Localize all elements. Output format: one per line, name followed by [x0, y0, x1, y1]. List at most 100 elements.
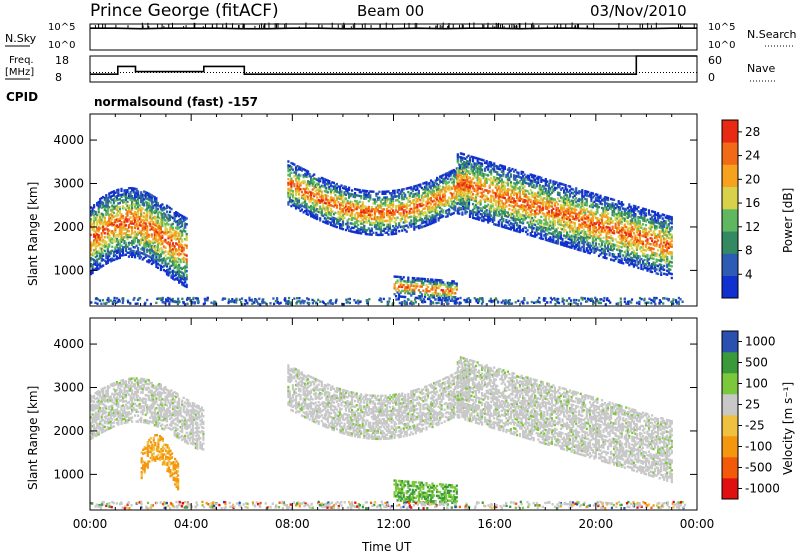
- heatmap-cell: [348, 210, 351, 213]
- heatmap-cell: [140, 232, 143, 235]
- heatmap-cell: [171, 244, 175, 247]
- heatmap-cell: [158, 255, 161, 259]
- heatmap-cell: [325, 194, 328, 197]
- heatmap-cell: [334, 223, 337, 226]
- heatmap-cell: [300, 167, 304, 170]
- heatmap-cell: [334, 190, 337, 193]
- heatmap-cell: [308, 200, 311, 203]
- heatmap-cell: [126, 189, 129, 192]
- heatmap-cell: [561, 187, 564, 190]
- heatmap-cell: [526, 221, 529, 224]
- heatmap-cell: [153, 209, 156, 213]
- nsky-strip: N.Sky 10^5 10^0 10^5 10^0 N.Search: [5, 22, 797, 51]
- heatmap-cell: [152, 257, 155, 261]
- heatmap-cell: [404, 295, 407, 299]
- heatmap-cell: [287, 203, 290, 206]
- heatmap-cell: [108, 192, 111, 195]
- heatmap-cell: [572, 188, 575, 191]
- heatmap-cell: [299, 166, 302, 169]
- heatmap-cell: [181, 257, 184, 261]
- heatmap-cell: [134, 195, 137, 198]
- heatmap-cell: [291, 203, 294, 207]
- heatmap-cell: [141, 226, 144, 230]
- heatmap-cell: [149, 224, 152, 228]
- heatmap-cell: [436, 210, 439, 213]
- heatmap-cell: [294, 179, 298, 183]
- heatmap-cell: [150, 200, 153, 203]
- heatmap-cell: [310, 193, 313, 196]
- heatmap-cell: [159, 229, 162, 232]
- heatmap-cell: [184, 224, 187, 227]
- heatmap-cell: [305, 202, 308, 206]
- heatmap-cell: [532, 184, 535, 187]
- heatmap-cell: [307, 209, 310, 212]
- heatmap-cell: [442, 209, 445, 212]
- heatmap-cell: [99, 264, 102, 267]
- heatmap-cell: [99, 221, 102, 224]
- heatmap-cell: [311, 198, 314, 201]
- heatmap-cell: [131, 202, 134, 206]
- heatmap-cell: [144, 240, 147, 243]
- heatmap-cell: [118, 254, 121, 257]
- heatmap-cell: [91, 244, 94, 247]
- heatmap-cell: [100, 247, 103, 251]
- heatmap-cell: [121, 228, 125, 231]
- heatmap-cell: [146, 248, 149, 251]
- heatmap-cell: [173, 266, 176, 270]
- heatmap-cell: [102, 225, 105, 228]
- heatmap-cell: [96, 266, 99, 269]
- heatmap-cell: [150, 206, 153, 209]
- heatmap-cell: [99, 197, 102, 201]
- heatmap-cell: [322, 204, 325, 208]
- heatmap-cell: [329, 200, 332, 203]
- heatmap-cell: [316, 204, 319, 207]
- heatmap-cell: [168, 245, 172, 249]
- heatmap-cell: [367, 205, 370, 209]
- heatmap-cell: [287, 170, 290, 173]
- heatmap-cell: [131, 200, 134, 204]
- heatmap-cell: [109, 221, 112, 224]
- heatmap-cell: [158, 230, 161, 233]
- heatmap-cell: [290, 167, 293, 171]
- heatmap-cell: [446, 199, 449, 202]
- heatmap-cell: [168, 244, 172, 247]
- heatmap-cell: [117, 225, 120, 229]
- heatmap-cell: [296, 174, 299, 178]
- heatmap-cell: [182, 227, 185, 230]
- heatmap-cell: [328, 185, 331, 189]
- heatmap-cell: [288, 200, 291, 203]
- heatmap-cell: [462, 153, 465, 156]
- heatmap-cell: [155, 203, 158, 206]
- heatmap-cell: [319, 187, 322, 191]
- heatmap-cell: [178, 271, 181, 275]
- heatmap-cell: [135, 250, 138, 253]
- heatmap-cell: [175, 277, 178, 280]
- heatmap-cell: [331, 204, 334, 208]
- heatmap-cell: [146, 225, 149, 228]
- heatmap-cell: [328, 213, 331, 216]
- heatmap-cell: [334, 225, 337, 228]
- heatmap-cell: [331, 189, 334, 192]
- heatmap-cell: [338, 215, 342, 218]
- heatmap-cell: [287, 164, 290, 167]
- heatmap-cell: [143, 198, 146, 201]
- heatmap-cell: [137, 225, 140, 228]
- heatmap-cell: [150, 241, 153, 244]
- heatmap-cell: [179, 270, 182, 273]
- heatmap-cell: [552, 207, 555, 211]
- heatmap-cell: [143, 227, 146, 230]
- heatmap-cell: [179, 213, 182, 217]
- heatmap-cell: [123, 200, 126, 204]
- heatmap-cell: [138, 216, 141, 219]
- heatmap-cell: [135, 234, 138, 238]
- heatmap-cell: [182, 282, 185, 285]
- heatmap-cell: [468, 176, 472, 179]
- heatmap-cell: [106, 210, 109, 214]
- heatmap-cell: [173, 219, 176, 223]
- heatmap-cell: [143, 202, 146, 205]
- heatmap-cell: [149, 220, 152, 224]
- heatmap-cell: [316, 208, 319, 211]
- heatmap-cell: [399, 212, 402, 215]
- heatmap-cell: [159, 243, 162, 246]
- heatmap-cell: [156, 202, 159, 205]
